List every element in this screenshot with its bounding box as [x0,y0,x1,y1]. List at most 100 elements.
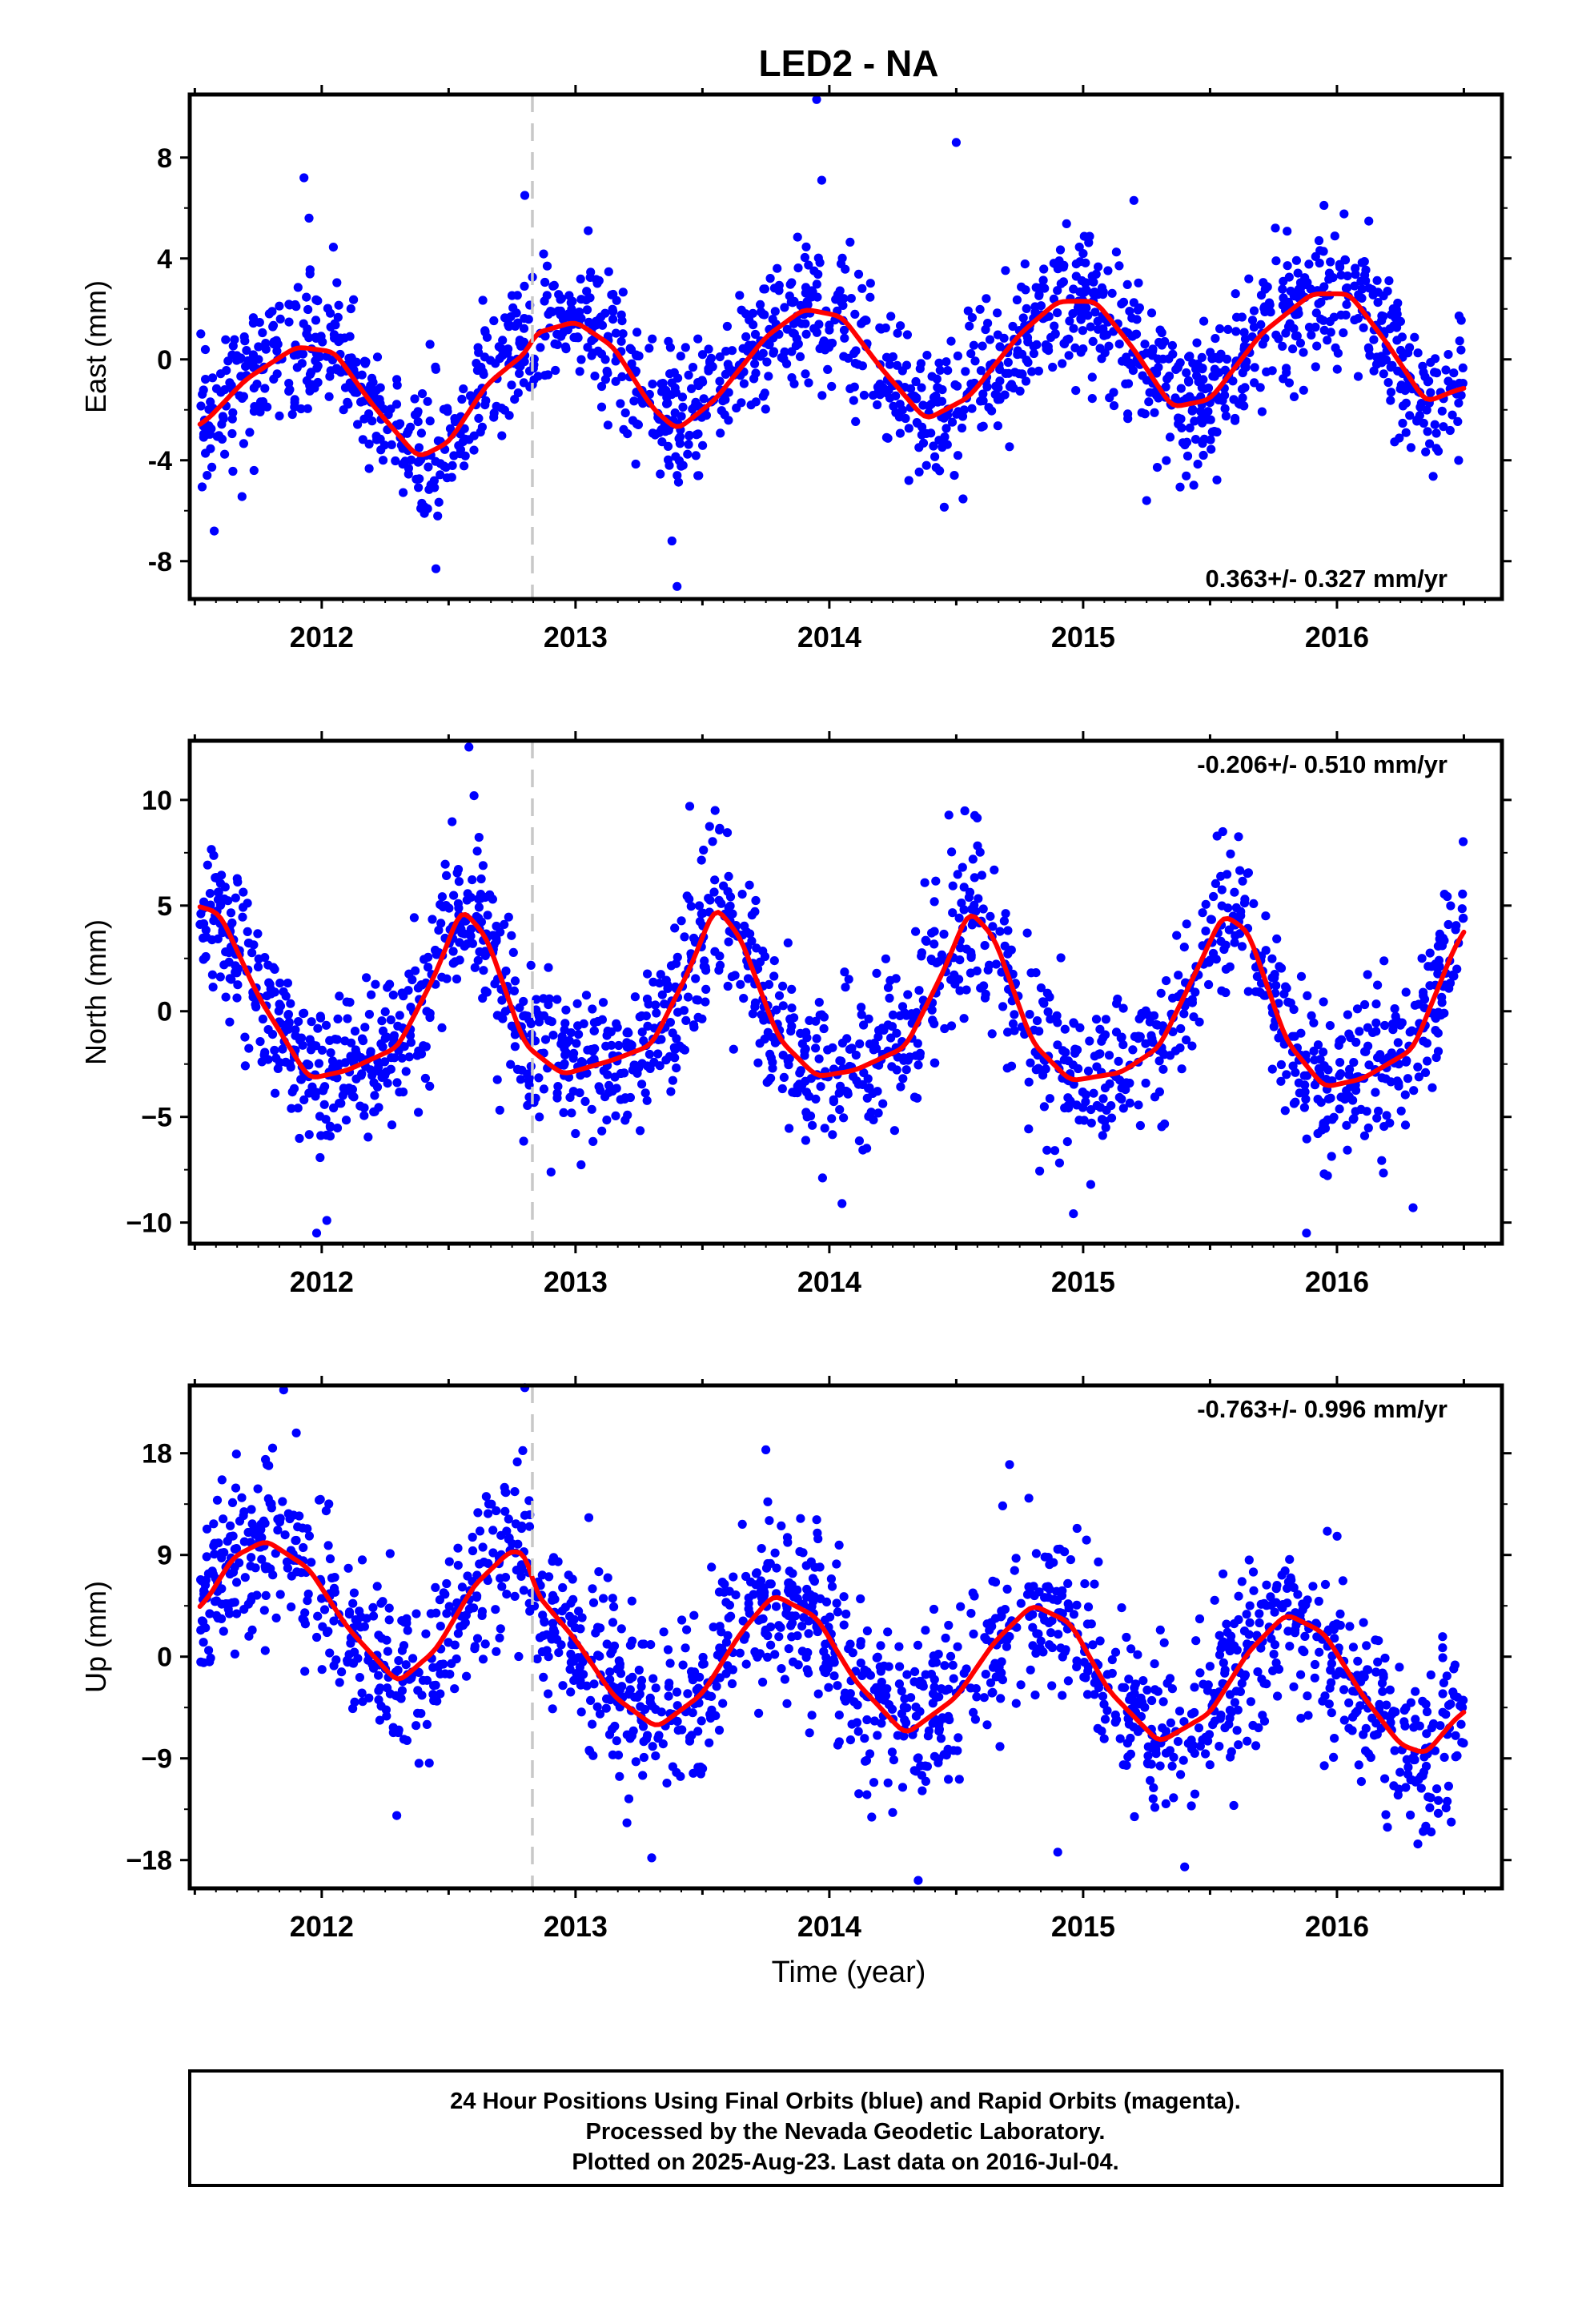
east-point [670,383,680,393]
north-outlier-point [311,1228,322,1238]
north-point [321,1020,331,1030]
east-point [833,290,843,300]
east-point [358,435,367,444]
east-point [677,461,686,471]
north-point [480,986,490,995]
east-point [1071,259,1081,269]
up-point [1270,1640,1280,1650]
east-point [245,428,255,437]
east-point [631,459,640,469]
up-point [1174,1707,1185,1716]
east-point [698,440,708,450]
up-point [648,1701,657,1711]
east-point [1314,299,1323,308]
east-point [849,348,859,358]
up-point [1143,1751,1153,1761]
east-point [264,309,274,319]
north-point [1385,1118,1395,1128]
up-point [1060,1547,1070,1557]
up-point [1090,1579,1099,1589]
east-point [1036,301,1046,311]
east-point [1278,341,1287,351]
north-point [470,963,480,972]
east-point [1109,401,1119,411]
north-point [930,1058,939,1068]
east-point [1121,379,1130,388]
north-point [526,1019,536,1028]
up-point [228,1567,239,1577]
north-point [1043,1007,1053,1017]
up-point [751,1569,761,1578]
north-point [1217,885,1227,895]
north-point [787,984,797,994]
east-point [1292,331,1302,340]
up-point [375,1715,384,1725]
north-point [954,913,964,923]
north-point [1359,1131,1370,1140]
north-point [1069,1018,1078,1027]
north-x-tick-label: 2013 [544,1265,608,1298]
east-point [473,343,483,352]
up-point [824,1683,833,1692]
east-point [569,332,579,342]
east-point [1229,395,1239,404]
east-point [1383,378,1393,388]
east-point [673,477,684,487]
north-point [304,1130,314,1140]
up-point [500,1506,510,1516]
up-point [1047,1616,1057,1626]
east-point [1413,348,1423,358]
east-point [1092,289,1102,299]
up-point [853,1727,863,1736]
east-point [914,467,924,477]
north-point [1414,1072,1423,1082]
east-point [683,449,693,459]
east-point [1307,330,1316,340]
north-point [787,1003,797,1013]
north-point [431,945,440,955]
north-point [1002,1063,1012,1073]
east-point [801,242,811,251]
north-point [679,1006,689,1015]
east-point [1173,363,1182,372]
up-point [1269,1650,1279,1659]
up-point [382,1711,391,1721]
east-point [932,374,942,384]
east-point [937,396,947,406]
east-point [326,322,335,332]
up-point [833,1740,843,1750]
east-point [1148,346,1158,356]
east-point [1393,298,1403,308]
up-point [1299,1647,1309,1657]
up-point [554,1648,564,1658]
east-point [1392,309,1402,319]
east-point [1445,425,1455,436]
north-point [424,963,433,972]
up-point [403,1626,412,1635]
east-point [1283,227,1292,236]
east-point [600,308,610,318]
up-point [1354,1760,1363,1770]
up-point [312,1632,322,1642]
up-point [913,1640,923,1650]
north-point [225,1017,235,1027]
east-point [346,304,355,314]
up-point [230,1649,239,1659]
east-point [1038,275,1048,285]
north-point [212,874,223,883]
north-point [478,993,488,1003]
north-point [1223,903,1233,913]
north-outlier-point [837,1199,847,1208]
up-point [558,1582,568,1593]
north-point [1371,999,1381,1009]
east-point [818,339,828,348]
north-point [1393,1038,1403,1047]
east-point [981,324,990,335]
north-point [335,1099,344,1108]
east-point [433,511,443,521]
east-point [917,422,927,432]
east-point [576,295,586,304]
east-outlier-point [520,191,530,200]
up-point [723,1630,733,1640]
east-point [424,462,433,472]
